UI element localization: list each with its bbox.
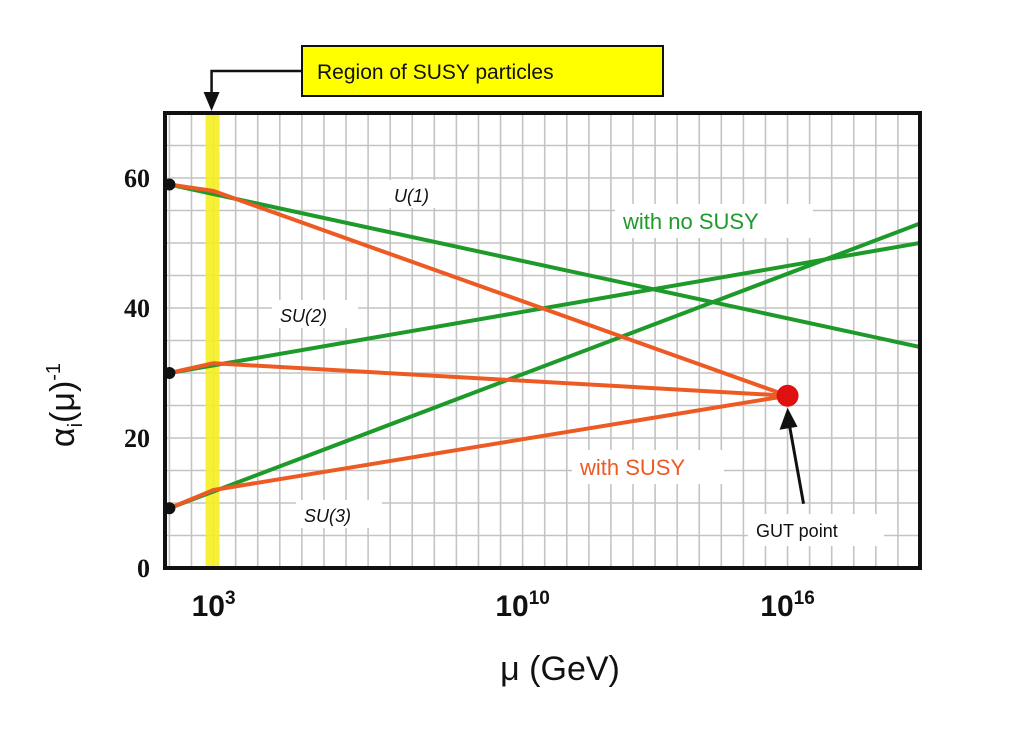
u1-label: U(1): [394, 186, 429, 206]
y-tick-label: 40: [124, 294, 150, 323]
susy-line-4: [168, 361, 788, 398]
su3-label: SU(3): [304, 506, 351, 526]
susy-line-3: [169, 182, 789, 398]
series-lines: [168, 182, 920, 511]
u1-label-bg: [382, 180, 454, 208]
no-susy-label-bg: [615, 204, 813, 238]
no-susy-label: with no SUSY: [622, 209, 759, 234]
gut-label-bg: [748, 514, 884, 546]
with-susy-label-bg: [572, 450, 724, 484]
x-axis-title: μ (GeV): [500, 650, 620, 688]
x-tick-label: 1010: [495, 588, 550, 623]
gut-arrow-line: [788, 425, 806, 505]
y-tick-label: 0: [137, 554, 150, 583]
plot-frame: [163, 111, 922, 570]
x-tick-label: 1016: [760, 588, 815, 623]
no-susy-line-0: [168, 182, 920, 349]
x-tick-label: 103: [192, 588, 236, 623]
no-susy-line-2: [168, 221, 920, 511]
su2-label: SU(2): [280, 306, 327, 326]
susy-line-5: [168, 393, 788, 511]
start-point: [163, 178, 176, 191]
start-points: [163, 178, 176, 515]
gut-point-marker: [776, 384, 799, 407]
y-axis-title: αi(μ)-1: [43, 363, 87, 447]
y-tick-label: 20: [124, 424, 150, 453]
y-tick-label: 60: [124, 164, 150, 193]
region-callout-box: [301, 45, 664, 97]
gut-point-label: GUT point: [756, 521, 838, 541]
start-point: [163, 502, 176, 515]
region-callout-text: Region of SUSY particles: [317, 61, 554, 84]
start-point: [163, 367, 176, 379]
su2-label-bg: [272, 300, 358, 328]
susy-region-band: [205, 113, 220, 568]
region-callout-connector: [210, 69, 302, 96]
su3-label-bg: [296, 500, 382, 528]
region-callout-arrow-head: [203, 92, 220, 111]
with-susy-label: with SUSY: [579, 455, 685, 480]
gut-arrow-head: [779, 407, 798, 430]
